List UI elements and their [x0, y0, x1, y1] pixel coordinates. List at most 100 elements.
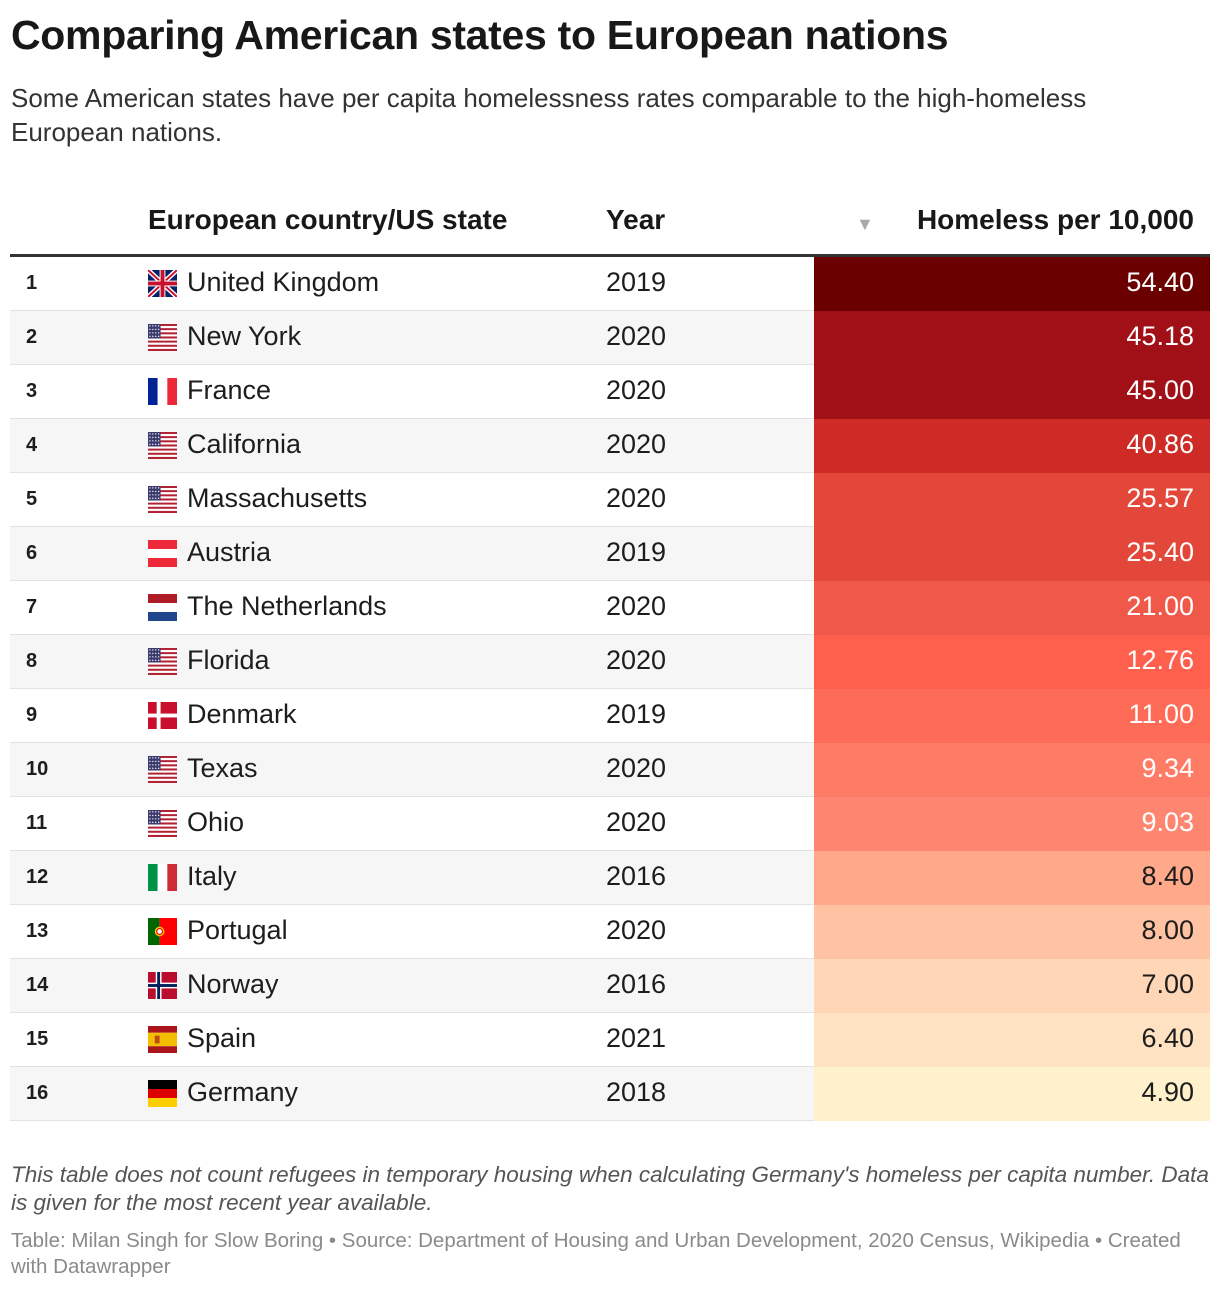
- row-rank: 6: [26, 542, 38, 564]
- us-flag-icon: [148, 648, 177, 675]
- table-row: 14 Norway 2016 7.00: [10, 959, 1210, 1013]
- row-name: Denmark: [187, 699, 297, 729]
- row-name: Germany: [187, 1077, 299, 1107]
- row-name: Spain: [187, 1023, 257, 1053]
- heat-cell: 40.86: [814, 419, 1210, 473]
- row-year: 2020: [606, 321, 667, 351]
- row-value: 40.86: [1126, 429, 1194, 459]
- heat-cell: 25.57: [814, 473, 1210, 527]
- row-value: 45.18: [1126, 321, 1194, 351]
- table-row: 13 Portugal 2020 8.00: [10, 905, 1210, 959]
- heat-cell: 4.90: [814, 1067, 1210, 1121]
- row-rank: 2: [26, 326, 38, 348]
- table-row: 5 Massachusetts 2020 25.57: [10, 473, 1210, 527]
- row-year: 2020: [606, 375, 667, 405]
- row-rank: 15: [26, 1028, 49, 1050]
- table-row: 2 New York 2020 45.18: [10, 311, 1210, 365]
- row-value: 54.40: [1126, 267, 1194, 297]
- table-row: 7 The Netherlands 2020 21.00: [10, 581, 1210, 635]
- row-rank: 13: [26, 920, 49, 942]
- heat-cell: 45.00: [814, 365, 1210, 419]
- heat-cell: 6.40: [814, 1013, 1210, 1067]
- heat-cell: 11.00: [814, 689, 1210, 743]
- table-row: 4 California 2020 40.86: [10, 419, 1210, 473]
- row-year: 2020: [606, 645, 667, 675]
- table-row: 6 Austria 2019 25.40: [10, 527, 1210, 581]
- table-body: 1 United Kingdom 2019 54.40 2 New York 2020 45…: [10, 257, 1210, 1121]
- table-row: 15 Spain 2021 6.40: [10, 1013, 1210, 1067]
- table-row: 11 Ohio 2020 9.03: [10, 797, 1210, 851]
- heat-cell: 8.00: [814, 905, 1210, 959]
- heat-cell: 54.40: [814, 257, 1210, 311]
- us-flag-icon: [148, 756, 177, 783]
- heat-cell: 25.40: [814, 527, 1210, 581]
- row-name: The Netherlands: [187, 591, 387, 621]
- netherlands-flag-icon: [148, 594, 177, 621]
- row-rank: 12: [26, 866, 49, 888]
- portugal-flag-icon: [148, 918, 177, 945]
- row-year: 2020: [606, 483, 667, 513]
- row-value: 45.00: [1126, 375, 1194, 405]
- row-rank: 3: [26, 380, 38, 402]
- heat-cell: 8.40: [814, 851, 1210, 905]
- row-rank: 7: [26, 596, 38, 618]
- row-value: 11.00: [1128, 699, 1194, 729]
- row-value: 9.03: [1141, 807, 1194, 837]
- row-name: California: [187, 429, 302, 459]
- row-rank: 14: [26, 974, 49, 996]
- row-year: 2016: [606, 861, 667, 891]
- row-value: 25.40: [1126, 537, 1194, 567]
- table-notes: This table does not count refugees in te…: [11, 1162, 1209, 1215]
- row-value: 8.00: [1141, 915, 1194, 945]
- heat-cell: 45.18: [814, 311, 1210, 365]
- row-name: France: [187, 375, 272, 405]
- row-name: United Kingdom: [187, 267, 380, 297]
- row-name: Portugal: [187, 915, 288, 945]
- table-row: 16 Germany 2018 4.90: [10, 1067, 1210, 1121]
- table-row: 9 Denmark 2019 11.00: [10, 689, 1210, 743]
- row-year: 2019: [606, 537, 667, 567]
- table-header: European country/US state Year ▼ Homeles…: [10, 196, 1210, 257]
- row-rank: 4: [26, 434, 38, 456]
- table-byline: Table: Milan Singh for Slow Boring • Sou…: [11, 1229, 1181, 1278]
- row-name: Norway: [187, 969, 279, 999]
- row-year: 2016: [606, 969, 667, 999]
- row-name: Massachusetts: [187, 483, 368, 513]
- sort-descending-icon[interactable]: ▼: [856, 214, 874, 234]
- chart-subtitle: Some American states have per capita hom…: [11, 83, 1087, 147]
- norway-flag-icon: [148, 972, 177, 999]
- row-year: 2019: [606, 267, 667, 297]
- row-value: 7.00: [1141, 969, 1194, 999]
- row-rank: 11: [26, 812, 48, 834]
- italy-flag-icon: [148, 864, 177, 891]
- table-row: 10 Texas 2020 9.34: [10, 743, 1210, 797]
- us-flag-icon: [148, 810, 177, 837]
- column-header-value[interactable]: Homeless per 10,000: [916, 204, 1194, 235]
- column-header-year[interactable]: Year: [606, 204, 666, 235]
- table-row: 8 Florida 2020 12.76: [10, 635, 1210, 689]
- row-name: Austria: [187, 537, 272, 567]
- row-year: 2021: [606, 1023, 667, 1053]
- row-year: 2020: [606, 591, 667, 621]
- column-header-name[interactable]: European country/US state: [148, 204, 508, 235]
- spain-flag-icon: [148, 1026, 177, 1053]
- germany-flag-icon: [148, 1080, 177, 1107]
- row-year: 2018: [606, 1077, 667, 1107]
- heat-cell: 9.34: [814, 743, 1210, 797]
- row-rank: 1: [26, 272, 38, 294]
- chart-title: Comparing American states to European na…: [11, 12, 949, 58]
- data-table: European country/US state Year ▼ Homeles…: [10, 196, 1210, 1121]
- us-flag-icon: [148, 432, 177, 459]
- uk-flag-icon: [148, 270, 177, 297]
- row-value: 4.90: [1141, 1077, 1194, 1107]
- denmark-flag-icon: [148, 702, 177, 729]
- heat-cell: 9.03: [814, 797, 1210, 851]
- row-year: 2020: [606, 753, 667, 783]
- row-value: 9.34: [1141, 753, 1194, 783]
- heat-cell: 7.00: [814, 959, 1210, 1013]
- austria-flag-icon: [148, 540, 177, 567]
- row-value: 6.40: [1141, 1023, 1194, 1053]
- row-rank: 9: [26, 704, 38, 726]
- heat-cell: 21.00: [814, 581, 1210, 635]
- heat-cell: 12.76: [814, 635, 1210, 689]
